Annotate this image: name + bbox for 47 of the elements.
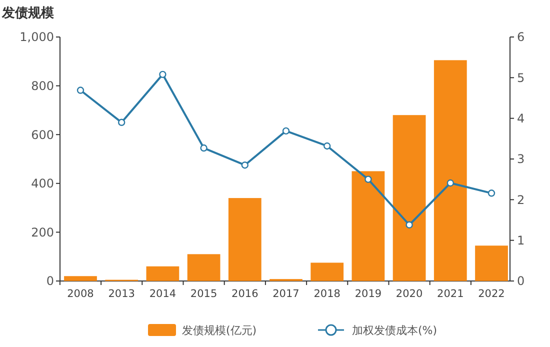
- y-tick-label: 1,000: [20, 30, 54, 44]
- y-tick-label: 600: [31, 128, 54, 142]
- bar: [228, 198, 262, 281]
- point: [282, 127, 290, 135]
- x-tick-label: 2014: [149, 288, 176, 300]
- point: [324, 142, 331, 150]
- legend-label: 发债规模(亿元): [182, 324, 257, 337]
- y2-tick-label: 3: [517, 152, 525, 166]
- y-tick-label: 200: [31, 225, 54, 240]
- point: [76, 86, 84, 94]
- y2-tick-label: 0: [517, 274, 525, 288]
- y-tick-label: 400: [31, 176, 54, 191]
- bar: [310, 262, 344, 281]
- bar: [434, 60, 467, 281]
- bar: [187, 254, 220, 281]
- x-tick-label: 2013: [108, 288, 135, 300]
- y2-tick-label: 2: [517, 192, 525, 207]
- point: [241, 162, 248, 169]
- x-tick-label: 2017: [272, 288, 300, 300]
- x-tick-label: 2021: [437, 288, 464, 300]
- point: [159, 70, 166, 78]
- x-tick-label: 2022: [478, 288, 505, 300]
- y2-tick-label: 5: [517, 70, 525, 85]
- x-tick-label: 2015: [190, 288, 218, 300]
- y2-tick-label: 6: [517, 30, 525, 44]
- x-tick-label: 2016: [232, 288, 259, 300]
- point: [488, 190, 496, 197]
- point: [406, 221, 413, 228]
- point: [118, 118, 126, 126]
- point: [364, 176, 372, 183]
- y-axis-title: 发债规模: [1, 6, 54, 21]
- x-tick-label: 2018: [314, 288, 340, 300]
- point: [446, 179, 454, 187]
- legend-label: 加权发债成本(%): [352, 324, 438, 337]
- y2-tick-label: 4: [517, 112, 525, 126]
- bar: [475, 246, 508, 281]
- bar: [146, 266, 180, 281]
- y2-tick-label: 1: [517, 234, 525, 248]
- point: [200, 144, 208, 152]
- bar: [64, 276, 97, 281]
- x-tick-label: 2019: [354, 288, 382, 300]
- bar: [392, 115, 426, 281]
- y-tick-label: 0: [46, 274, 54, 288]
- x-tick-label: 2008: [67, 288, 94, 300]
- bar: [352, 171, 385, 281]
- x-tick-label: 2020: [396, 288, 423, 300]
- y-tick-label: 800: [31, 79, 54, 93]
